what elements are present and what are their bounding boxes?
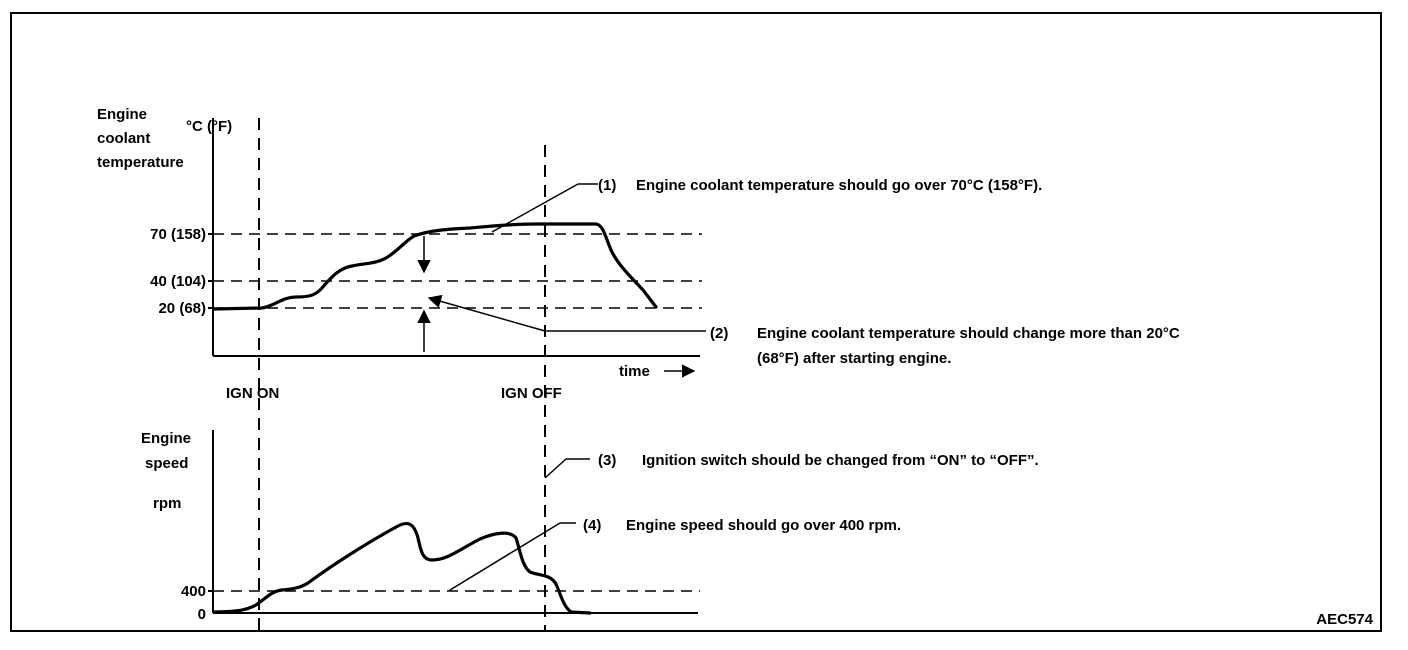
note-2-number: (2) — [710, 325, 728, 342]
time-axis-label: time — [619, 363, 650, 380]
ign-off-label: IGN OFF — [501, 385, 562, 402]
ign-on-label: IGN ON — [226, 385, 279, 402]
top-tick-label-20: 20 (68) — [158, 300, 206, 317]
note-2-text-line1: Engine coolant temperature should change… — [757, 325, 1180, 342]
note-4-leader — [449, 522, 561, 591]
bottom-unit-label: rpm — [153, 495, 181, 512]
bottom-ylabel-line2: speed — [145, 455, 188, 472]
top-ylabel-line1: Engine — [97, 106, 147, 123]
figure-code: AEC574 — [1316, 611, 1373, 628]
note-2-text-line2: (68°F) after starting engine. — [757, 350, 951, 367]
note-3-text: Ignition switch should be changed from “… — [642, 452, 1039, 469]
note-2-leader — [427, 294, 546, 332]
note-1-leader — [491, 183, 579, 233]
bottom-ylabel-line1: Engine — [141, 430, 191, 447]
note-3-number: (3) — [598, 452, 616, 469]
top-ylabel-line3: temperature — [97, 154, 184, 171]
engine-speed-curve — [212, 522, 592, 615]
note-1-number: (1) — [598, 177, 616, 194]
note-1-text: Engine coolant temperature should go ove… — [636, 177, 1042, 194]
figure-frame — [10, 12, 1382, 632]
note-4-number: (4) — [583, 517, 601, 534]
bottom-tick-label-400: 400 — [181, 583, 206, 600]
note-3-leader — [544, 458, 567, 479]
top-tick-label-70: 70 (158) — [150, 226, 206, 243]
note-4-text: Engine speed should go over 400 rpm. — [626, 517, 901, 534]
top-ylabel-line2: coolant — [97, 130, 150, 147]
top-tick-label-40: 40 (104) — [150, 273, 206, 290]
bottom-tick-label-0: 0 — [198, 606, 206, 623]
top-unit-label: °C (°F) — [186, 118, 232, 135]
coolant-temperature-curve — [212, 222, 658, 311]
